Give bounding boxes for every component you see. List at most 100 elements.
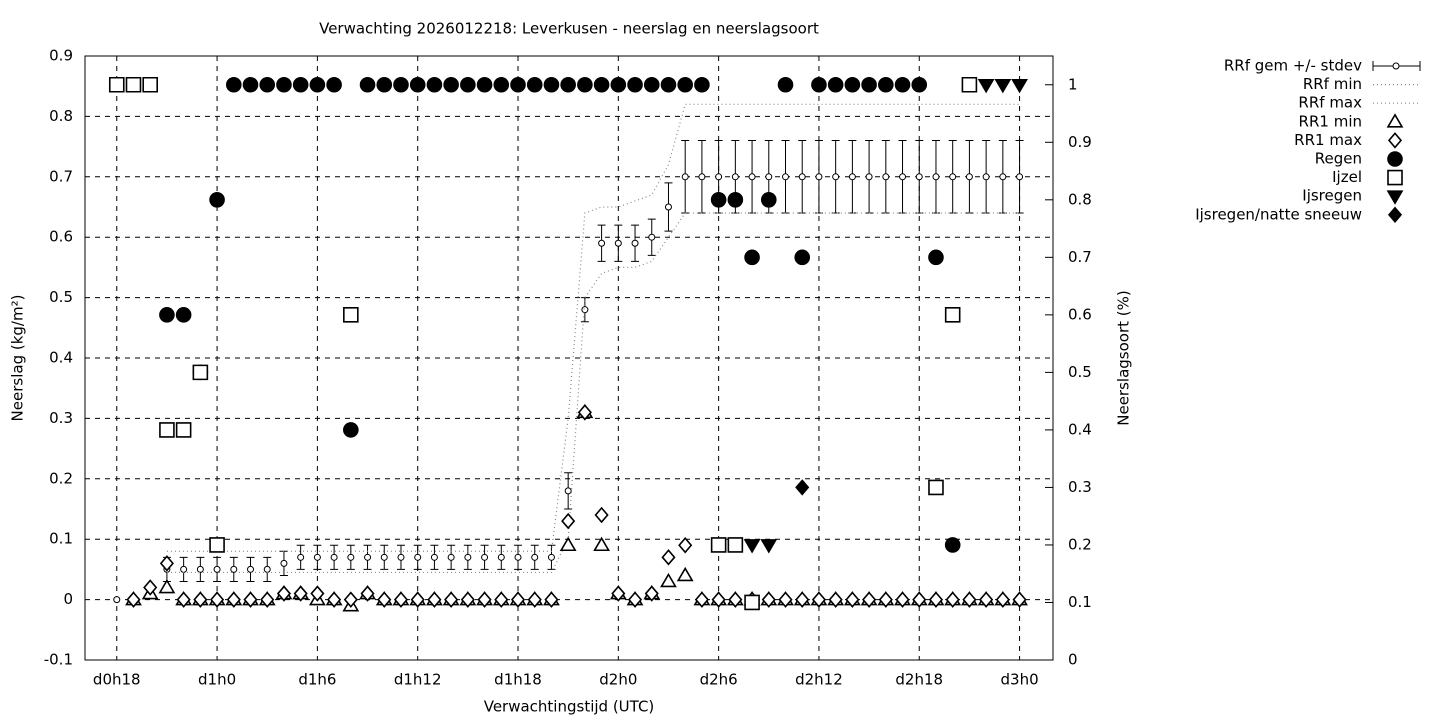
mean-point — [848, 173, 856, 181]
mean-point — [581, 306, 589, 314]
data-point — [176, 591, 191, 608]
data-point — [143, 579, 158, 596]
data-point — [159, 555, 174, 572]
data-point — [728, 591, 743, 608]
data-point — [660, 76, 677, 93]
x-tick-label: d2h12 — [795, 671, 843, 689]
data-point — [577, 404, 592, 421]
mean-point — [481, 553, 489, 561]
data-point — [977, 78, 995, 94]
mean-point — [798, 173, 806, 181]
data-point — [778, 591, 793, 608]
data-point — [226, 591, 241, 608]
data-point — [276, 76, 292, 93]
data-point — [560, 76, 576, 93]
y2-tick-label: 0.5 — [1068, 363, 1092, 381]
mean-point — [882, 173, 890, 181]
data-point — [175, 422, 192, 438]
data-point — [577, 76, 593, 93]
y-tick-label: 0.5 — [49, 288, 73, 306]
y2-tick-label: 1 — [1068, 75, 1078, 93]
legend-sample — [1387, 132, 1403, 149]
data-point — [476, 76, 493, 93]
mean-point — [514, 553, 522, 561]
x-tick-label: d3h0 — [1001, 671, 1039, 689]
data-point — [427, 591, 442, 608]
data-point — [225, 76, 242, 93]
mean-point — [330, 553, 338, 561]
data-point — [209, 192, 225, 208]
data-point — [844, 76, 861, 93]
mean-point — [932, 173, 940, 181]
y-tick-label: 0.9 — [49, 47, 73, 65]
legend-sample — [1387, 169, 1403, 186]
mean-point — [782, 173, 790, 181]
mean-point — [648, 233, 656, 241]
data-point — [677, 76, 693, 93]
data-point — [175, 307, 192, 323]
x-tick-label: d2h6 — [700, 671, 738, 689]
data-point — [961, 76, 978, 93]
mean-point — [965, 173, 973, 181]
data-point — [125, 76, 142, 93]
data-point — [761, 591, 776, 608]
data-point — [744, 249, 760, 266]
y-tick-label: -0.1 — [44, 651, 73, 669]
mean-point — [899, 173, 907, 181]
mean-point — [196, 565, 204, 573]
mean-point — [347, 553, 355, 561]
data-point — [611, 585, 626, 602]
data-point — [276, 585, 292, 602]
data-point — [193, 591, 208, 608]
data-point — [443, 76, 459, 93]
mean-point — [715, 173, 723, 181]
data-point — [862, 591, 877, 608]
mean-point — [397, 553, 405, 561]
x-tick-label: d1h6 — [298, 671, 336, 689]
y2-tick-label: 0.3 — [1068, 478, 1092, 496]
mean-point — [631, 239, 639, 247]
data-point — [760, 539, 778, 554]
data-point — [561, 512, 576, 530]
mean-point — [113, 596, 121, 604]
data-point — [376, 76, 393, 93]
legend-label: RRf gem +/- stdev — [1224, 57, 1362, 75]
data-point — [377, 591, 392, 608]
mean-point — [815, 173, 823, 181]
y-tick-label: 0.6 — [49, 228, 73, 246]
data-point — [544, 591, 559, 608]
y2-tick-label: 0.2 — [1068, 535, 1092, 553]
data-point — [660, 572, 677, 588]
data-point — [493, 76, 510, 93]
mean-point — [865, 173, 873, 181]
data-point — [559, 536, 577, 552]
data-point — [409, 76, 426, 93]
y-axis-label: Neerslag (kg/m²) — [9, 295, 27, 422]
mean-point — [297, 553, 305, 561]
data-point — [326, 76, 342, 93]
y2-tick-label: 0.4 — [1068, 420, 1092, 438]
data-point — [944, 537, 961, 553]
mean-point — [464, 553, 472, 561]
data-point — [293, 585, 308, 602]
data-point — [995, 591, 1010, 608]
mean-point — [614, 239, 622, 247]
data-point — [710, 192, 727, 208]
mean-point — [547, 553, 555, 561]
data-point — [108, 76, 125, 93]
data-point — [243, 591, 258, 608]
mean-point — [263, 565, 271, 573]
data-point — [1012, 591, 1027, 608]
y-tick-label: 0.8 — [49, 107, 73, 125]
data-point — [694, 76, 710, 93]
data-point — [259, 76, 276, 93]
data-point — [845, 591, 860, 608]
range-line — [166, 212, 1020, 574]
y-tick-label: 0 — [63, 590, 73, 608]
x-tick-label: d1h0 — [198, 671, 236, 689]
y2-tick-label: 0.9 — [1068, 133, 1092, 151]
data-point — [126, 591, 141, 608]
legend-label: RR1 max — [1294, 131, 1362, 149]
